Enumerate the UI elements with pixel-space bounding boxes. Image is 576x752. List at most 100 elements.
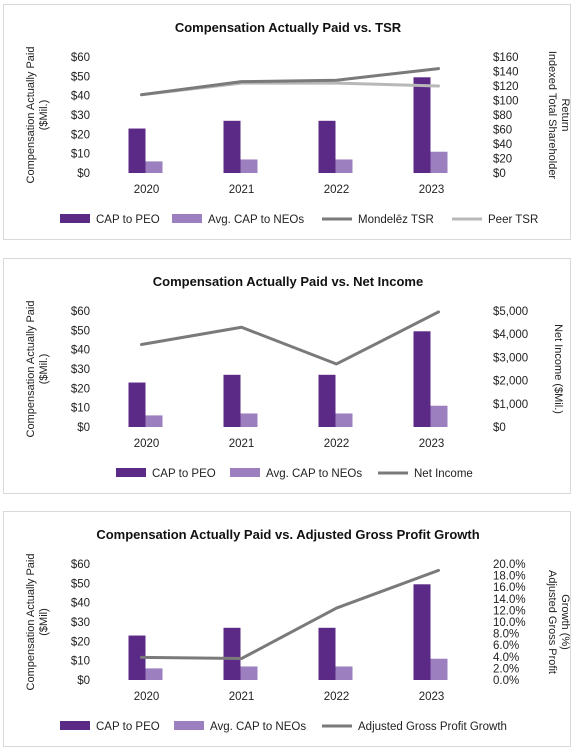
y2-tick-label: 4.0%	[493, 652, 519, 664]
x-tick-label: 2022	[324, 691, 350, 703]
legend-swatch	[60, 721, 90, 730]
x-tick-label: 2023	[419, 438, 445, 450]
bar-avg-cap-neos	[145, 415, 163, 427]
bar-avg-cap-neos	[335, 666, 353, 680]
chart-panel-net-income: Compensation Actually Paid vs. Net Incom…	[3, 258, 571, 494]
y2-tick-label: 6.0%	[493, 640, 519, 652]
legend-swatch	[116, 468, 146, 477]
y-tick-label: $20	[71, 636, 90, 648]
legend-label: Avg. CAP to NEOs	[208, 214, 304, 226]
y2-tick-label: 2.0%	[493, 663, 519, 675]
bar-avg-cap-neos	[240, 666, 258, 680]
legend-label: Avg. CAP to NEOs	[210, 721, 306, 733]
y-tick-label: $10	[71, 656, 90, 668]
chart-title: Compensation Actually Paid vs. TSR	[175, 20, 402, 35]
bar-cap-peo	[223, 627, 241, 680]
line-series-0	[140, 568, 440, 661]
y2-tick-label: $40	[493, 139, 512, 151]
bar-cap-peo	[128, 382, 146, 427]
bar-cap-peo	[413, 331, 431, 427]
legend-label: CAP to PEO	[96, 721, 160, 733]
y2-tick-label: $80	[493, 110, 512, 122]
y2-tick-label: $0	[493, 422, 506, 434]
bar-cap-peo	[223, 374, 241, 427]
y2-tick-label: 0.0%	[493, 675, 519, 687]
x-tick-label: 2021	[229, 438, 255, 450]
y2-tick-label: $60	[493, 125, 512, 137]
legend-label: CAP to PEO	[96, 214, 160, 226]
y2-tick-label: $160	[493, 52, 519, 64]
y2-tick-label: 8.0%	[493, 629, 519, 641]
y-axis-label: ($Mil)	[38, 608, 50, 636]
y-tick-label: $60	[71, 559, 90, 571]
y-axis-label: Compensation Actually Paid	[25, 554, 37, 691]
y2-tick-label: $4,000	[493, 329, 528, 341]
y-tick-label: $0	[77, 168, 90, 180]
x-tick-label: 2023	[419, 691, 445, 703]
y2-tick-label: 12.0%	[493, 605, 526, 617]
y-tick-label: $10	[71, 149, 90, 161]
bar-avg-cap-neos	[430, 405, 448, 427]
y-tick-label: $40	[71, 91, 90, 103]
legend-label: Adjusted Gross Profit Growth	[358, 721, 507, 733]
y-axis-label: Compensation Actually Paid	[25, 47, 37, 184]
chart-svg: Compensation Actually Paid vs. Adjusted …	[25, 527, 571, 733]
bar-avg-cap-neos	[335, 159, 353, 173]
y-tick-label: $10	[71, 403, 90, 415]
legend-label: Avg. CAP to NEOs	[266, 468, 362, 480]
y2-axis-label: Growth (%)	[559, 594, 571, 650]
y-tick-label: $0	[77, 422, 90, 434]
legend-swatch	[230, 468, 260, 477]
legend-swatch	[174, 721, 204, 730]
chart-svg: Compensation Actually Paid vs. Net Incom…	[25, 274, 564, 480]
y-tick-label: $40	[71, 598, 90, 610]
x-tick-label: 2021	[229, 184, 255, 196]
line-series-0	[140, 310, 440, 366]
y2-tick-label: $5,000	[493, 306, 528, 318]
y2-tick-label: $100	[493, 96, 519, 108]
y2-axis-label: Net Income ($Mil.)	[552, 324, 564, 414]
y-tick-label: $50	[71, 578, 90, 590]
y2-tick-label: $2,000	[493, 376, 528, 388]
x-tick-label: 2020	[134, 438, 160, 450]
chart-panel-gross-profit-growth: Compensation Actually Paid vs. Adjusted …	[3, 511, 571, 747]
y-axis-label: ($Mil.)	[38, 100, 50, 131]
line-series-0	[140, 67, 440, 97]
x-tick-label: 2021	[229, 691, 255, 703]
y-tick-label: $50	[71, 71, 90, 83]
x-tick-label: 2022	[324, 184, 350, 196]
y2-tick-label: $140	[493, 67, 519, 79]
y2-tick-label: $1,000	[493, 399, 528, 411]
y2-tick-label: 14.0%	[493, 594, 526, 606]
y2-tick-label: 20.0%	[493, 559, 526, 571]
legend-label: Net Income	[414, 468, 473, 480]
y2-tick-label: $20	[493, 154, 512, 166]
y2-axis-label: Return	[559, 98, 571, 131]
bar-avg-cap-neos	[240, 413, 258, 427]
y2-axis-label: Indexed Total Shareholder	[546, 51, 558, 180]
y2-tick-label: $120	[493, 81, 519, 93]
y2-tick-label: $0	[493, 168, 506, 180]
bar-cap-peo	[128, 128, 146, 173]
chart-svg: Compensation Actually Paid vs. TSR $60 $50…	[25, 20, 571, 226]
bar-avg-cap-neos	[430, 658, 448, 680]
bar-avg-cap-neos	[145, 668, 163, 680]
y-tick-label: $30	[71, 110, 90, 122]
y2-tick-label: 10.0%	[493, 617, 526, 629]
bar-cap-peo	[413, 77, 431, 173]
y-tick-label: $60	[71, 306, 90, 318]
bar-cap-peo	[223, 120, 241, 173]
y-axis-label: ($Mil.)	[38, 354, 50, 385]
bar-avg-cap-neos	[145, 161, 163, 173]
chart-title: Compensation Actually Paid vs. Adjusted …	[96, 527, 479, 542]
y2-axis-label: Adjusted Gross Profit	[546, 570, 558, 674]
bar-cap-peo	[413, 584, 431, 680]
legend-label: Peer TSR	[488, 214, 538, 226]
y2-tick-label: 16.0%	[493, 582, 526, 594]
y-tick-label: $60	[71, 52, 90, 64]
x-tick-label: 2020	[134, 691, 160, 703]
bar-cap-peo	[318, 120, 336, 173]
legend-label: CAP to PEO	[152, 468, 216, 480]
bar-avg-cap-neos	[335, 413, 353, 427]
y2-tick-label: 18.0%	[493, 571, 526, 583]
